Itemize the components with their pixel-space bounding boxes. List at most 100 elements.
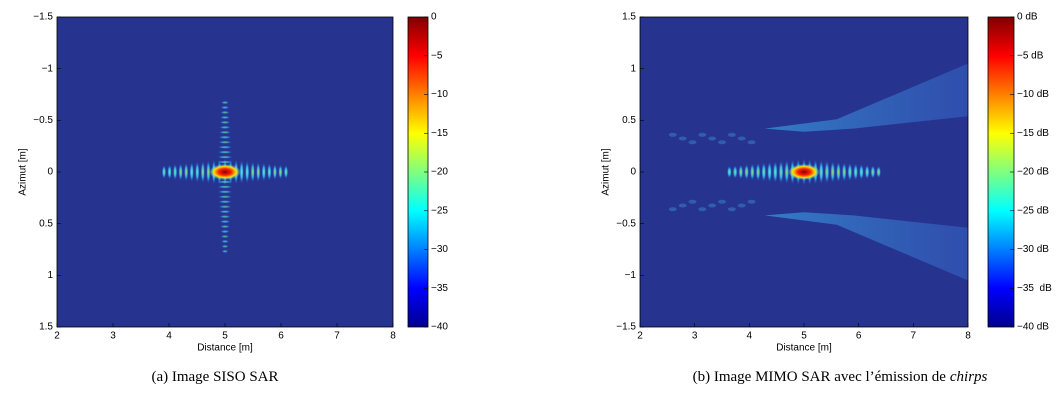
y-tick-label: −1.5 — [616, 322, 636, 333]
colorbar-tick-label: −10 — [431, 89, 448, 100]
image-feature — [688, 199, 697, 204]
image-feature — [219, 120, 231, 124]
image-feature — [738, 164, 744, 180]
image-feature — [219, 115, 231, 120]
image-feature — [764, 63, 968, 132]
x-tick-label: 7 — [911, 331, 917, 342]
image-feature — [220, 239, 230, 244]
colorbar-tick-label: −5 — [431, 50, 443, 61]
image-feature — [737, 136, 746, 141]
image-feature — [220, 229, 230, 234]
image-feature — [744, 164, 749, 180]
x-axis-label: Distance [m] — [776, 343, 832, 354]
image-feature — [764, 212, 968, 281]
y-axis-label: Azimut [m] — [18, 148, 29, 195]
caption: (a) Image SISO SAR — [151, 369, 278, 385]
colorbar-tick-label: −5 dB — [1017, 50, 1044, 61]
image-feature — [219, 220, 231, 224]
colorbar-tick-label: −35 — [431, 283, 448, 294]
y-tick-label: 1.5 — [622, 12, 636, 23]
x-tick-label: 8 — [390, 331, 396, 342]
y-tick-label: −1 — [42, 63, 54, 74]
image-feature — [278, 164, 283, 180]
image-feature — [788, 164, 820, 180]
colorbar — [987, 16, 1015, 328]
image-feature — [161, 165, 167, 179]
image-feature — [818, 159, 824, 185]
colorbar-tick-label: −40 — [431, 322, 448, 333]
colorbar-tick-label: −10 dB — [1017, 89, 1049, 100]
caption-text: (b) Image MIMO SAR avec l’émission de — [693, 369, 947, 385]
image-feature — [283, 165, 289, 179]
image-feature — [708, 203, 717, 208]
image-feature — [239, 159, 244, 185]
x-tick-label: 4 — [747, 331, 753, 342]
image-feature — [836, 161, 841, 183]
y-tick-label: 1 — [47, 270, 53, 281]
image-feature — [727, 132, 736, 137]
x-tick-label: 5 — [801, 331, 807, 342]
y-tick-label: 1 — [630, 63, 636, 74]
image-feature — [217, 190, 233, 194]
image-feature — [256, 161, 261, 183]
image-feature — [853, 163, 859, 181]
image-feature — [218, 140, 232, 144]
image-feature — [727, 207, 736, 212]
y-tick-label: −0.5 — [616, 218, 636, 229]
colorbar-tick-label: 0 — [431, 12, 437, 23]
image-feature — [217, 145, 233, 149]
x-tick-label: 4 — [166, 331, 172, 342]
x-tick-label: 6 — [856, 331, 862, 342]
image-feature — [859, 164, 864, 180]
image-feature — [718, 199, 726, 204]
image-feature — [267, 163, 272, 181]
colorbar-tick-label: −15 dB — [1017, 128, 1049, 139]
image-feature — [847, 162, 853, 182]
image-feature — [216, 180, 234, 184]
colorbar-tick-label: 0 dB — [1017, 12, 1038, 23]
image-feature — [219, 224, 231, 229]
caption-italic: chirps — [950, 369, 988, 385]
image-feature — [167, 164, 172, 180]
image-feature — [864, 164, 870, 180]
image-feature — [220, 234, 230, 239]
image-feature — [189, 161, 194, 183]
image-feature — [218, 210, 232, 214]
colorbar-tick-label: −35 dB — [1017, 283, 1052, 294]
image-feature — [737, 203, 746, 208]
colorbar-tick-label: −15 — [431, 128, 448, 139]
image-feature — [220, 110, 230, 115]
image-feature — [195, 161, 200, 183]
image-feature — [784, 159, 790, 185]
image-feature — [219, 215, 231, 219]
image-feature — [200, 160, 206, 184]
image-feature — [218, 135, 232, 139]
image-feature — [688, 140, 697, 145]
colorbar-tick-label: −25 dB — [1017, 205, 1049, 216]
heatmap-panel: 2 3 4 5 6 7 8 −1.5 −1 −0.5 0 0.5 1 1.5 Distance [m] Azi… — [18, 12, 449, 386]
y-tick-label: −1 — [625, 270, 637, 281]
y-tick-label: 1.5 — [39, 322, 53, 333]
image-feature — [206, 159, 211, 185]
image-feature — [219, 125, 231, 129]
image-feature — [220, 100, 230, 105]
heatmap-panel: 2 3 4 5 6 7 8 1.5 1 0.5 0 −0.5 −1 −1.5 Distance [m] Azi… — [601, 12, 1052, 386]
caption-text: (a) Image SISO SAR — [151, 369, 278, 385]
image-feature — [824, 160, 830, 184]
image-feature — [870, 165, 876, 179]
caption: (b) Image MIMO SAR avec l’émission de chi… — [693, 369, 988, 385]
y-tick-label: −1.5 — [33, 12, 53, 23]
x-tick-label: 3 — [692, 331, 698, 342]
image-feature — [244, 160, 250, 184]
image-feature — [747, 199, 756, 204]
colorbar-tick-label: −40 dB — [1017, 322, 1049, 333]
x-tick-label: 8 — [965, 331, 971, 342]
image-feature — [708, 136, 717, 141]
image-feature — [732, 165, 738, 179]
x-tick-label: 5 — [222, 331, 228, 342]
image-feature — [172, 163, 178, 181]
image-feature — [668, 132, 677, 137]
x-tick-label: 7 — [334, 331, 340, 342]
image-feature — [678, 136, 687, 141]
